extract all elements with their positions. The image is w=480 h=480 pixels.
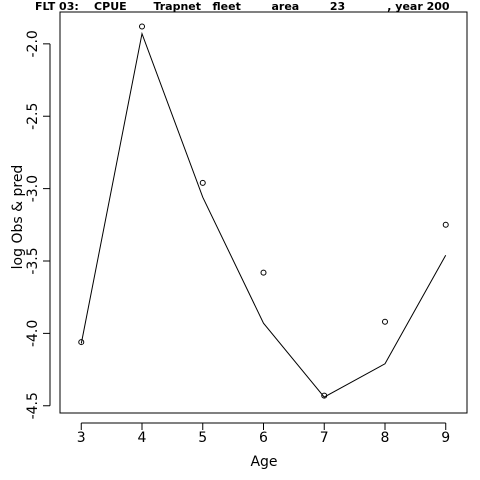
observed-point [442, 221, 449, 228]
observed-point [381, 318, 388, 325]
y-tick-label: -3.5 [25, 247, 41, 274]
chart-title: FLT 03: CPUE Trapnet fleet area 23 , yea… [35, 0, 450, 13]
x-axis-title: Age [250, 454, 277, 470]
x-tick-label: 4 [138, 430, 147, 446]
y-tick-label: -3.0 [25, 175, 41, 202]
observed-point [78, 339, 85, 346]
y-tick-label: -2.0 [25, 30, 41, 57]
y-axis: -2.0 -2.5 -3.0 -3.5 -4.0 -4.5 [25, 30, 51, 419]
x-axis: 3 4 5 6 7 8 9 [77, 422, 450, 446]
x-tick-label: 9 [441, 430, 450, 446]
y-tick-label: -2.5 [25, 103, 41, 130]
y-tick-label: -4.5 [25, 392, 41, 419]
y-axis-title: log Obs & pred [10, 165, 26, 270]
observed-point [139, 23, 146, 30]
x-tick-label: 3 [77, 430, 86, 446]
x-tick-label: 8 [381, 430, 390, 446]
x-tick-label: 7 [320, 430, 329, 446]
series-layer [78, 23, 449, 399]
y-tick-label: -4.0 [25, 320, 41, 347]
x-tick-label: 5 [198, 430, 207, 446]
plot-frame [59, 11, 468, 414]
predicted-line [80, 31, 447, 398]
observed-point [260, 269, 267, 276]
x-tick-label: 6 [259, 430, 268, 446]
observed-point [199, 179, 206, 186]
